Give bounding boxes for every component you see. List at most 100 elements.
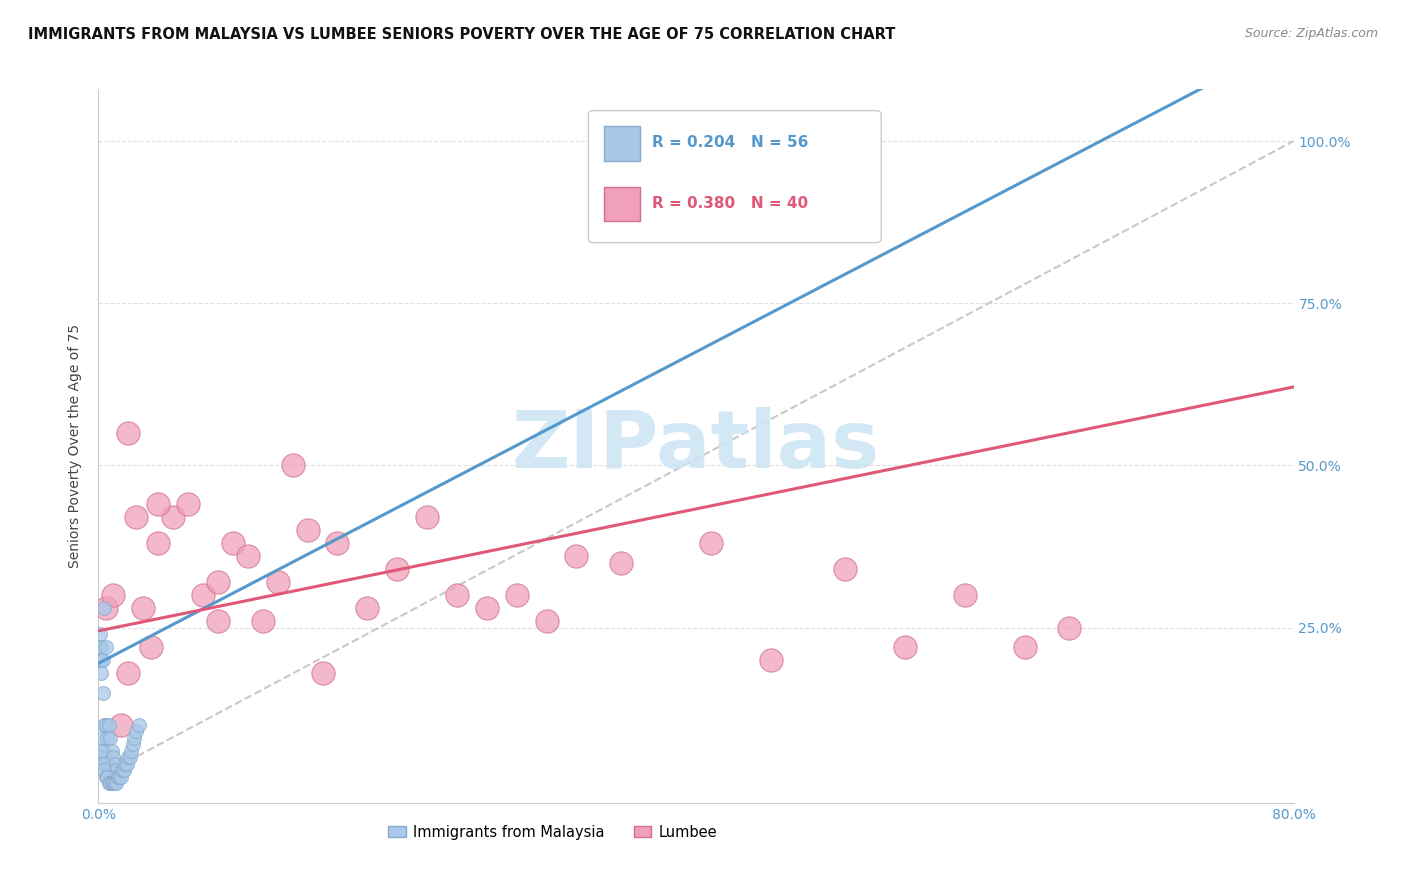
Point xyxy=(112,764,135,778)
Y-axis label: Seniors Poverty Over the Age of 75: Seniors Poverty Over the Age of 75 xyxy=(69,324,83,568)
Point xyxy=(101,776,124,790)
Point xyxy=(252,614,274,628)
Point xyxy=(98,770,122,784)
Point xyxy=(110,718,132,732)
Point xyxy=(90,750,112,764)
Point xyxy=(385,562,409,576)
Point xyxy=(114,756,136,771)
Point xyxy=(446,588,468,602)
Point xyxy=(91,756,114,771)
Point xyxy=(111,764,134,778)
Point xyxy=(94,601,117,615)
FancyBboxPatch shape xyxy=(589,111,882,243)
Text: R = 0.204   N = 56: R = 0.204 N = 56 xyxy=(652,136,808,150)
Point xyxy=(536,614,558,628)
Point xyxy=(101,744,124,758)
Point xyxy=(90,653,112,667)
Point xyxy=(565,549,588,564)
Point xyxy=(207,575,229,590)
Point xyxy=(177,497,200,511)
Point xyxy=(96,731,118,745)
Point xyxy=(281,458,304,473)
Point xyxy=(148,497,170,511)
Text: Source: ZipAtlas.com: Source: ZipAtlas.com xyxy=(1244,27,1378,40)
Point xyxy=(91,731,114,745)
Point xyxy=(148,536,170,550)
Point xyxy=(105,776,128,790)
Point xyxy=(610,556,633,570)
Point xyxy=(894,640,917,654)
Point xyxy=(120,744,142,758)
Point xyxy=(297,524,319,538)
Point xyxy=(107,770,129,784)
Point xyxy=(118,750,141,764)
Point xyxy=(162,510,184,524)
Point xyxy=(101,770,124,784)
Point xyxy=(108,770,131,784)
Point xyxy=(132,601,155,615)
Point xyxy=(356,601,378,615)
Point xyxy=(124,731,146,745)
Point xyxy=(125,724,148,739)
Point xyxy=(91,685,114,699)
FancyBboxPatch shape xyxy=(605,127,640,161)
Point xyxy=(89,750,111,764)
Point xyxy=(1014,640,1036,654)
Point xyxy=(655,134,678,148)
Point xyxy=(93,718,115,732)
Point xyxy=(98,776,122,790)
Point xyxy=(98,731,122,745)
Point xyxy=(105,764,128,778)
Point xyxy=(89,627,111,641)
Point xyxy=(91,750,114,764)
Point xyxy=(89,653,111,667)
Point xyxy=(191,588,214,602)
Point xyxy=(97,776,120,790)
Point xyxy=(117,425,139,440)
Point xyxy=(115,756,138,771)
Point xyxy=(97,764,120,778)
Point xyxy=(326,536,349,550)
Point xyxy=(110,770,132,784)
Point xyxy=(759,653,782,667)
Point xyxy=(139,640,162,654)
Point xyxy=(91,653,114,667)
Point xyxy=(128,718,150,732)
FancyBboxPatch shape xyxy=(605,187,640,221)
Point xyxy=(207,614,229,628)
Point xyxy=(90,744,112,758)
Point xyxy=(103,750,125,764)
Point xyxy=(416,510,439,524)
Point xyxy=(700,536,723,550)
Point xyxy=(104,776,127,790)
Text: ZIPatlas: ZIPatlas xyxy=(512,407,880,485)
Point xyxy=(90,640,112,654)
Point xyxy=(89,640,111,654)
Point xyxy=(94,770,117,784)
Point xyxy=(90,666,112,681)
Point xyxy=(103,770,125,784)
Point xyxy=(834,562,856,576)
Point xyxy=(94,640,117,654)
Text: R = 0.380   N = 40: R = 0.380 N = 40 xyxy=(652,196,808,211)
Point xyxy=(117,666,139,681)
Point xyxy=(94,750,117,764)
Point xyxy=(107,770,129,784)
Point xyxy=(94,718,117,732)
Point xyxy=(117,750,139,764)
Point xyxy=(93,744,115,758)
Point xyxy=(96,756,118,771)
Point xyxy=(311,666,333,681)
Point xyxy=(222,536,245,550)
Point xyxy=(953,588,976,602)
Legend: Immigrants from Malaysia, Lumbee: Immigrants from Malaysia, Lumbee xyxy=(382,819,723,846)
Point xyxy=(97,718,120,732)
Point xyxy=(506,588,529,602)
Point xyxy=(103,588,125,602)
Point xyxy=(103,776,125,790)
Point xyxy=(121,738,143,752)
Text: IMMIGRANTS FROM MALAYSIA VS LUMBEE SENIORS POVERTY OVER THE AGE OF 75 CORRELATIO: IMMIGRANTS FROM MALAYSIA VS LUMBEE SENIO… xyxy=(28,27,896,42)
Point xyxy=(236,549,259,564)
Point xyxy=(96,770,118,784)
Point xyxy=(104,756,127,771)
